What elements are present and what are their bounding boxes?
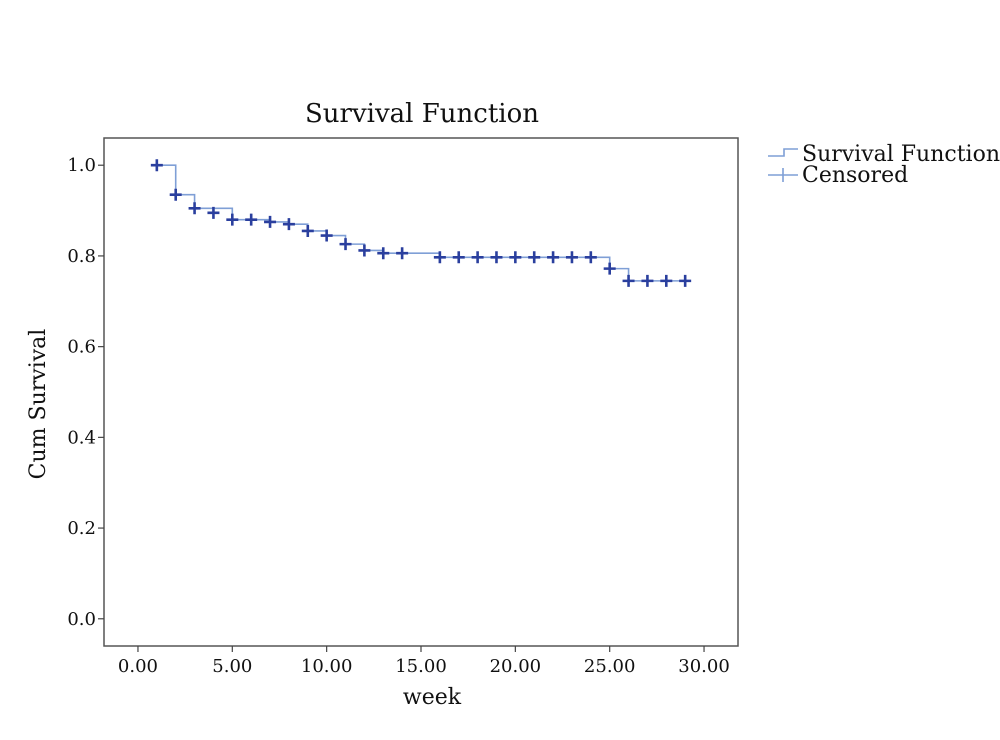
censored-marker: [603, 262, 616, 275]
plot-area-frame: [103, 137, 739, 647]
censored-marker: [207, 206, 220, 219]
censored-marker: [660, 274, 673, 287]
legend-swatch-censored: [768, 168, 798, 182]
legend-item-survival-function: Survival Function: [768, 142, 1000, 167]
censored-marker: [226, 213, 239, 226]
censored-marker: [509, 251, 522, 264]
censored-marker: [471, 251, 484, 264]
censored-marker: [584, 251, 597, 264]
censored-marker: [320, 229, 333, 242]
y-tick-label: 0.4: [67, 427, 96, 448]
censored-marker: [339, 238, 352, 251]
censored-marker: [528, 251, 541, 264]
x-tick-label: 25.00: [584, 656, 636, 677]
y-axis-label: Cum Survival: [26, 329, 51, 480]
y-tick-label: 0.2: [67, 518, 96, 539]
censored-marker: [565, 251, 578, 264]
legend-swatch-survival-function: [768, 148, 798, 157]
censored-marker: [282, 218, 295, 231]
censored-marker: [641, 274, 654, 287]
censored-marker: [679, 274, 692, 287]
y-axis: 0.0 0.2 0.4 0.6 0.8 1.0: [67, 155, 104, 630]
x-tick-label: 15.00: [395, 656, 447, 677]
censored-marker: [396, 247, 409, 260]
censored-marker: [245, 213, 258, 226]
censored-marker: [188, 202, 201, 215]
censored-marker: [622, 274, 635, 287]
y-tick-label: 1.0: [67, 155, 96, 176]
legend: Survival Function Censored: [768, 142, 1000, 188]
y-tick-label: 0.6: [67, 337, 96, 358]
censored-marker: [490, 251, 503, 264]
y-tick-label: 0.8: [67, 246, 96, 267]
censored-marker: [150, 159, 163, 172]
x-tick-label: 20.00: [490, 656, 542, 677]
censored-marker: [433, 251, 446, 264]
legend-item-censored: Censored: [768, 163, 908, 188]
x-axis: 0.00 5.00 10.00 15.00 20.00 25.00 30.00: [118, 646, 730, 677]
x-axis-label: week: [403, 685, 462, 710]
x-tick-label: 10.00: [301, 656, 353, 677]
x-tick-label: 5.00: [212, 656, 252, 677]
censored-marker: [169, 188, 182, 201]
censored-marker: [358, 244, 371, 257]
censored-marker: [264, 215, 277, 228]
censored-marker: [547, 251, 560, 264]
censored-marker: [301, 224, 314, 237]
censored-marker: [377, 247, 390, 260]
censored-marker: [452, 251, 465, 264]
legend-label-censored: Censored: [802, 163, 908, 188]
x-tick-label: 30.00: [678, 656, 730, 677]
x-tick-label: 0.00: [118, 656, 158, 677]
chart-title: Survival Function: [305, 99, 539, 129]
legend-label-survival-function: Survival Function: [802, 142, 1000, 167]
y-tick-label: 0.0: [67, 609, 96, 630]
plot-marks: [150, 159, 692, 287]
